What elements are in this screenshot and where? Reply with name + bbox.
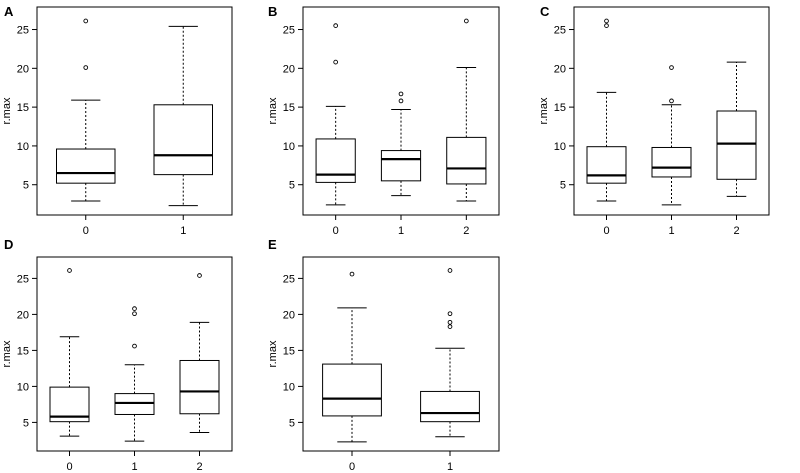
box (380, 150, 422, 182)
y-tick-label: 25 (17, 273, 29, 285)
x-tick-label: 1 (131, 461, 137, 473)
plot-frame (302, 256, 500, 452)
box (716, 110, 757, 180)
y-axis-label: r.max (538, 97, 550, 124)
y-tick-label: 5 (23, 180, 29, 192)
y-axis-label: r.max (267, 97, 279, 124)
outlier-point (67, 268, 72, 273)
box (446, 136, 487, 185)
y-tick-label: 20 (554, 63, 566, 75)
box (322, 363, 382, 417)
y-axis-label: r.max (1, 97, 13, 124)
x-tick-label: 1 (447, 461, 453, 473)
outlier-point (398, 91, 404, 97)
box (153, 104, 213, 176)
x-tick-label: 0 (603, 225, 609, 237)
x-tick-label: 2 (733, 225, 739, 237)
y-tick-label: 5 (23, 417, 29, 429)
outlier-point (604, 23, 609, 28)
x-tick-label: 0 (66, 461, 72, 473)
x-tick-label: 2 (196, 461, 202, 473)
y-tick-label: 5 (560, 180, 566, 192)
box (420, 390, 480, 423)
outlier-point (132, 306, 137, 311)
outlier-point (447, 324, 453, 329)
y-tick-label: 10 (554, 141, 566, 153)
y-axis-label: r.max (1, 340, 13, 367)
y-tick-label: 15 (283, 102, 295, 114)
outlier-point (333, 23, 339, 28)
outlier-point (132, 343, 137, 349)
outlier-point (132, 311, 137, 317)
outlier-point (447, 268, 453, 273)
outlier-point (398, 98, 404, 104)
y-tick-label: 25 (554, 25, 566, 37)
outlier-point (604, 18, 609, 24)
x-tick-label: 0 (333, 225, 339, 237)
outlier-point (349, 271, 355, 277)
x-tick-label: 2 (463, 225, 469, 237)
plot-frame (36, 6, 233, 216)
y-tick-label: 10 (17, 381, 29, 393)
y-tick-label: 15 (554, 102, 566, 114)
outlier-point (669, 98, 674, 104)
y-tick-label: 20 (283, 63, 295, 75)
outlier-point (83, 65, 89, 70)
y-tick-label: 25 (17, 25, 29, 37)
y-tick-label: 20 (283, 309, 295, 321)
panel-letter: D (4, 237, 13, 252)
outlier-point (447, 311, 453, 317)
y-tick-label: 5 (289, 180, 295, 192)
box (56, 148, 116, 184)
panel-letter: E (268, 237, 277, 252)
box (586, 146, 627, 184)
y-tick-label: 25 (283, 25, 295, 37)
outlier-point (197, 273, 202, 278)
x-tick-label: 0 (349, 461, 355, 473)
x-tick-label: 0 (83, 225, 89, 237)
y-tick-label: 20 (17, 309, 29, 321)
outlier-point (463, 18, 469, 24)
box (315, 138, 356, 183)
outlier-point (333, 59, 339, 65)
box (651, 146, 692, 178)
y-tick-label: 10 (283, 381, 295, 393)
box (179, 359, 220, 415)
panel-letter: B (268, 4, 277, 19)
x-tick-label: 1 (180, 225, 186, 237)
panel-letter: A (4, 4, 14, 19)
outlier-point (447, 319, 453, 325)
y-tick-label: 15 (283, 345, 295, 357)
outlier-point (669, 65, 674, 70)
y-tick-label: 15 (17, 345, 29, 357)
y-tick-label: 20 (17, 63, 29, 75)
y-tick-label: 10 (17, 141, 29, 153)
y-tick-label: 5 (289, 417, 295, 429)
y-tick-label: 10 (283, 141, 295, 153)
outlier-point (83, 18, 89, 24)
y-tick-label: 25 (283, 273, 295, 285)
panel-letter: C (540, 4, 550, 19)
y-tick-label: 15 (17, 102, 29, 114)
x-tick-label: 1 (668, 225, 674, 237)
y-axis-label: r.max (267, 340, 279, 367)
x-tick-label: 1 (398, 225, 404, 237)
